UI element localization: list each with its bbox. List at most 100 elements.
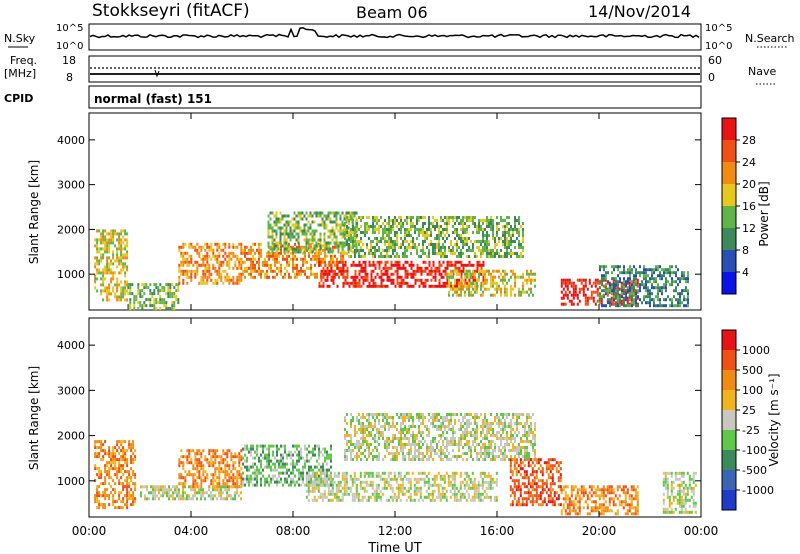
heatmap-cell [365, 489, 368, 493]
heatmap-cell [273, 229, 276, 233]
heatmap-cell [324, 251, 326, 255]
heatmap-cell [303, 232, 306, 236]
heatmap-cell [367, 483, 370, 487]
heatmap-cell [349, 211, 352, 215]
heatmap-cell [522, 275, 524, 279]
heatmap-cell [431, 495, 434, 499]
heatmap-cell [601, 280, 603, 284]
heatmap-cell [514, 246, 516, 249]
heatmap-cell [260, 275, 262, 279]
heatmap-cell [342, 257, 344, 261]
heatmap-cell [671, 298, 673, 302]
heatmap-cell [128, 497, 131, 501]
heatmap-cell [294, 257, 296, 261]
heatmap-cell [380, 281, 383, 285]
heatmap-cell [177, 298, 180, 302]
heatmap-cell [633, 274, 635, 278]
heatmap-cell [331, 232, 334, 236]
heatmap-cell [498, 240, 500, 243]
heatmap-cell [230, 452, 233, 456]
heatmap-cell [451, 492, 454, 496]
heatmap-cell [441, 477, 444, 481]
heatmap-cell [218, 464, 221, 468]
heatmap-cell [382, 249, 384, 252]
heatmap-cell [442, 255, 444, 258]
heatmap-cell [365, 483, 368, 487]
heatmap-cell [190, 461, 193, 465]
heatmap-cell [663, 283, 665, 287]
heatmap-cell [382, 222, 384, 225]
heatmap-cell [200, 479, 203, 483]
heatmap-cell [466, 237, 468, 240]
heatmap-cell [564, 278, 567, 282]
heatmap-cell [374, 446, 376, 449]
heatmap-cell [252, 257, 254, 261]
heatmap-cell [108, 268, 111, 272]
heatmap-cell [386, 249, 388, 252]
heatmap-cell [625, 298, 627, 302]
heatmap-cell [98, 455, 101, 459]
heatmap-cell [390, 263, 393, 267]
heatmap-cell [440, 252, 442, 255]
heatmap-cell [178, 281, 181, 285]
heatmap-cell [120, 458, 123, 462]
heatmap-cell [396, 437, 398, 440]
heatmap-cell [388, 222, 390, 225]
heatmap-cell [360, 437, 362, 440]
heatmap-cell [609, 298, 611, 302]
heatmap-cell [314, 474, 316, 478]
heatmap-cell [126, 488, 129, 492]
heatmap-cell [102, 274, 105, 278]
heatmap-cell [366, 419, 368, 422]
heatmap-cell [460, 219, 462, 222]
heatmap-cell [358, 249, 360, 252]
heatmap-cell [456, 228, 458, 231]
heatmap-cell [218, 269, 221, 273]
heatmap-cell [584, 281, 587, 285]
heatmap-cell [350, 443, 352, 446]
heatmap-cell [647, 289, 649, 293]
heatmap-cell [414, 281, 417, 285]
heatmap-cell [665, 271, 667, 275]
heatmap-cell [284, 444, 286, 448]
heatmap-cell [482, 219, 484, 222]
heatmap-cell [370, 431, 372, 434]
heatmap-cell [312, 272, 314, 276]
heatmap-cell [246, 459, 248, 463]
heatmap-cell [333, 229, 336, 233]
heatmap-cell [196, 491, 198, 495]
heatmap-cell [246, 456, 248, 460]
heatmap-cell [681, 271, 683, 275]
heatmap-cell [687, 295, 689, 299]
heatmap-cell [169, 295, 172, 299]
heatmap-cell [216, 467, 219, 471]
heatmap-cell [388, 275, 391, 279]
heatmap-cell [592, 296, 595, 300]
heatmap-cell [96, 485, 99, 489]
heatmap-cell [96, 268, 99, 272]
heatmap-cell [685, 280, 687, 284]
heatmap-cell [120, 256, 123, 260]
heatmap-cell [472, 287, 474, 291]
heatmap-cell [132, 482, 135, 486]
heatmap-cell [122, 256, 125, 260]
heatmap-cell [584, 284, 587, 288]
heatmap-cell [516, 237, 518, 240]
heatmap-cell [336, 272, 339, 276]
heatmap-cell [444, 222, 446, 225]
heatmap-cell [611, 265, 613, 269]
heatmap-cell [96, 500, 99, 504]
heatmap-cell [182, 260, 185, 264]
heatmap-cell [290, 483, 292, 487]
heatmap-cell [450, 272, 452, 276]
heatmap-cell [423, 471, 426, 475]
heatmap-cell [455, 486, 458, 490]
heatmap-cell [384, 422, 386, 425]
heatmap-cell [365, 498, 368, 502]
heatmap-cell [94, 286, 97, 290]
heatmap-cell [422, 281, 425, 285]
heatmap-cell [402, 252, 404, 255]
heatmap-cell [212, 482, 215, 486]
heatmap-cell [382, 234, 384, 237]
heatmap-cell [496, 269, 498, 273]
